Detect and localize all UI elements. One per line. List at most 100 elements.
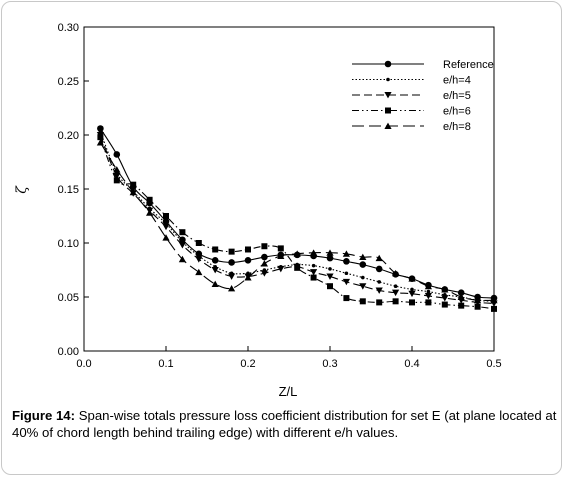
data-point (385, 107, 391, 114)
data-point (146, 209, 154, 216)
data-point (458, 302, 465, 309)
data-point (457, 293, 465, 300)
data-point (277, 265, 285, 273)
series-line (99, 128, 495, 299)
legend-label: e/h=4 (443, 75, 471, 87)
data-point (129, 188, 137, 196)
data-point (376, 299, 383, 306)
caption-label: Figure 14: (12, 408, 76, 423)
data-point (244, 256, 252, 264)
data-point (392, 298, 399, 305)
data-point (377, 280, 382, 284)
legend-label: e/h=5 (443, 90, 471, 102)
y-tick-label: 0.05 (58, 292, 79, 304)
data-point (178, 255, 186, 263)
data-point (342, 278, 350, 286)
data-point (361, 275, 365, 280)
x-tick-label: 0.4 (404, 358, 419, 370)
data-point (179, 229, 186, 236)
data-point (212, 246, 219, 253)
data-point (328, 267, 332, 271)
data-point (441, 301, 448, 308)
data-point (457, 289, 465, 296)
data-point (195, 240, 202, 246)
series-5 (96, 139, 498, 304)
x-tick-label: 0.0 (76, 358, 91, 370)
y-tick-label: 0.30 (58, 22, 79, 34)
data-point (294, 264, 301, 271)
data-point (375, 254, 383, 262)
data-point (211, 280, 219, 288)
data-point (195, 256, 203, 263)
series-line (99, 134, 495, 305)
figure-caption: Figure 14: Span-wise totals pressure los… (12, 407, 557, 441)
data-point (441, 295, 449, 302)
data-point (491, 305, 497, 312)
legend-entry: Reference (352, 59, 494, 71)
data-point (392, 289, 400, 297)
data-point (245, 246, 251, 253)
legend-label: e/h=8 (443, 121, 471, 133)
legend-entry: e/h=8 (352, 121, 471, 133)
data-point (228, 248, 235, 255)
legend-entry: e/h=4 (352, 75, 471, 87)
data-point (344, 271, 349, 276)
data-point (426, 289, 431, 294)
data-point (113, 166, 121, 173)
data-point (146, 196, 153, 203)
data-point (178, 242, 186, 249)
data-point (97, 134, 104, 141)
data-point (96, 139, 104, 146)
data-point (261, 243, 268, 250)
data-point (441, 286, 449, 293)
data-point (228, 273, 236, 280)
data-point (326, 249, 334, 256)
data-point (343, 295, 350, 302)
data-point (211, 267, 219, 274)
y-tick-label: 0.15 (58, 184, 79, 196)
series-2 (98, 129, 496, 304)
x-tick-label: 0.3 (322, 358, 337, 370)
data-point (425, 299, 432, 306)
data-point (326, 273, 334, 280)
data-point (277, 252, 285, 259)
data-point (211, 256, 219, 264)
legend-label: e/h=6 (443, 106, 471, 118)
series-3 (96, 132, 498, 307)
chart-plot-area (96, 125, 498, 312)
plot-frame (83, 26, 495, 352)
legend-entry: e/h=6 (352, 106, 471, 118)
series-line (99, 131, 495, 302)
data-point (474, 303, 481, 310)
series-1 (97, 125, 498, 302)
data-point (163, 213, 169, 219)
data-point (326, 254, 334, 262)
x-tick-label: 0.2 (240, 358, 255, 370)
data-point (228, 259, 235, 266)
data-point (113, 173, 121, 180)
data-point (375, 287, 383, 294)
data-point (162, 223, 170, 231)
series-line (99, 142, 495, 302)
data-point (277, 245, 284, 252)
data-point (359, 283, 367, 290)
data-point (408, 275, 416, 282)
data-point (113, 151, 121, 158)
data-point (359, 298, 366, 305)
data-point (293, 250, 301, 257)
x-tick-label: 0.1 (158, 358, 173, 370)
data-point (228, 284, 236, 292)
chart-axes: 0.00 0.05 0.10 0.15 0.20 0.25 0.30 0.0 0.1 0.2 0.3… (58, 22, 502, 370)
data-point (384, 60, 392, 68)
data-point (310, 274, 317, 281)
data-point (474, 296, 482, 304)
x-axis-label: Z/L (279, 384, 298, 399)
data-point (113, 177, 120, 184)
data-point (97, 125, 104, 132)
data-point (359, 253, 367, 261)
data-point (261, 253, 268, 261)
data-point (359, 261, 367, 268)
x-tick-label: 0.5 (486, 358, 501, 370)
